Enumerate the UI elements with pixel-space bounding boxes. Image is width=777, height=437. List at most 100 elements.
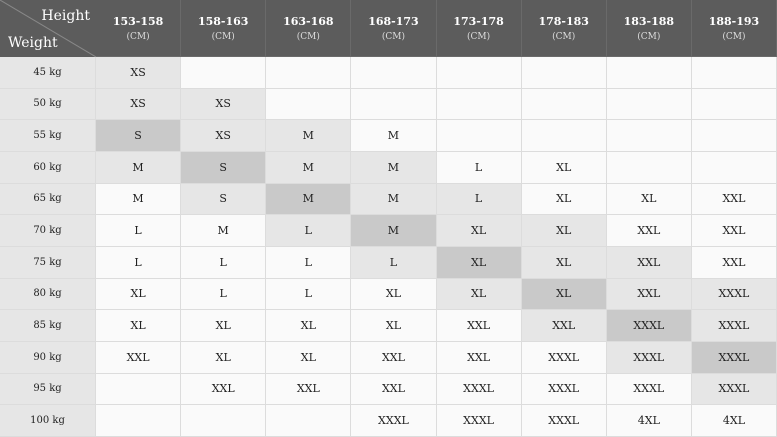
size-cell: XXL	[606, 215, 692, 247]
size-cell: XL	[521, 152, 607, 184]
size-cell: XXL	[606, 278, 692, 311]
size-cell: XS	[181, 120, 267, 152]
column-header: 178-183 (CM)	[521, 0, 607, 57]
weight-cell: 55 kg	[0, 120, 96, 152]
size-cell	[606, 152, 692, 184]
size-cell: XL	[521, 183, 607, 216]
weight-cell: 70 kg	[0, 215, 96, 247]
size-cell: XXL	[266, 373, 352, 406]
size-cell	[606, 120, 692, 152]
size-cell: XL	[521, 215, 607, 247]
height-range: 163-168	[283, 14, 334, 28]
size-cell	[521, 57, 607, 89]
height-range: 168-173	[368, 14, 419, 28]
size-cell: M	[181, 215, 267, 247]
column-header: 168-173 (CM)	[351, 0, 437, 57]
size-cell: L	[436, 183, 522, 216]
size-cell: L	[181, 247, 267, 279]
size-cell	[606, 88, 692, 121]
weight-cell: 100 kg	[0, 405, 96, 437]
size-cell: XXXL	[436, 373, 522, 406]
height-range: 173-178	[453, 14, 504, 28]
size-cell: XL	[521, 247, 607, 279]
size-cell: XL	[266, 310, 352, 342]
size-cell: 4XL	[606, 405, 692, 437]
height-range: 188-193	[708, 14, 760, 28]
size-cell: M	[96, 152, 182, 184]
size-cell: XXL	[351, 373, 437, 406]
size-cell	[691, 88, 777, 121]
size-cell: L	[266, 247, 352, 279]
size-cell: M	[351, 120, 437, 152]
height-range: 158-163	[197, 14, 249, 28]
size-cell: L	[351, 247, 437, 279]
height-label: Height	[41, 8, 90, 24]
size-cell: XXXL	[606, 342, 692, 374]
size-cell: XS	[96, 57, 182, 89]
size-cell: 4XL	[691, 405, 777, 437]
size-cell: XXXL	[521, 373, 607, 406]
size-cell	[266, 88, 352, 121]
size-cell: XXXL	[606, 310, 692, 342]
size-cell: M	[351, 215, 437, 247]
size-cell	[606, 57, 692, 89]
unit: (CM)	[296, 31, 320, 42]
size-cell	[96, 405, 182, 437]
size-cell: S	[181, 183, 267, 216]
size-cell: XXXL	[691, 310, 777, 342]
size-cell: XS	[181, 88, 267, 121]
size-cell: XXL	[181, 373, 267, 406]
weight-cell: 80 kg	[0, 278, 96, 311]
size-cell	[181, 405, 267, 437]
weight-cell: 50 kg	[0, 88, 96, 121]
size-cell	[436, 88, 522, 121]
size-cell: XL	[606, 183, 692, 216]
column-header: 173-178 (CM)	[436, 0, 522, 57]
size-cell: M	[266, 183, 352, 216]
size-cell: L	[96, 215, 182, 247]
size-cell: XXL	[436, 310, 522, 342]
size-cell	[691, 57, 777, 89]
weight-cell: 60 kg	[0, 152, 96, 184]
size-cell: XL	[436, 278, 522, 311]
size-cell: M	[351, 152, 437, 184]
size-cell: XXXL	[691, 373, 777, 406]
size-cell: XL	[181, 310, 267, 342]
weight-cell: 95 kg	[0, 373, 96, 406]
unit: (CM)	[467, 31, 491, 42]
column-header: 163-168 (CM)	[266, 0, 352, 57]
corner-cell: Height Weight	[0, 0, 96, 57]
weight-cell: 75 kg	[0, 247, 96, 279]
size-cell	[436, 57, 522, 89]
size-cell: XXL	[606, 247, 692, 279]
size-cell	[96, 373, 182, 406]
size-cell	[691, 152, 777, 184]
size-cell: XL	[351, 278, 437, 311]
height-range: 153-158	[112, 14, 164, 28]
size-cell	[351, 57, 437, 89]
unit: (CM)	[722, 31, 746, 42]
size-cell: XL	[436, 215, 522, 247]
unit: (CM)	[211, 31, 235, 42]
weight-cell: 85 kg	[0, 310, 96, 342]
size-cell: XXL	[691, 215, 777, 247]
size-cell: XXL	[691, 247, 777, 279]
size-cell: L	[266, 278, 352, 311]
size-cell: XXL	[691, 183, 777, 216]
weight-cell: 45 kg	[0, 57, 96, 89]
size-cell: L	[181, 278, 267, 311]
size-cell: XL	[521, 278, 607, 311]
size-cell: S	[96, 120, 182, 152]
unit: (CM)	[552, 31, 576, 42]
size-cell: XXXL	[691, 278, 777, 311]
size-cell: L	[436, 152, 522, 184]
size-cell: XL	[181, 342, 267, 374]
size-cell	[266, 405, 352, 437]
size-cell: XL	[436, 247, 522, 279]
column-header: 183-188 (CM)	[606, 0, 692, 57]
weight-label: Weight	[8, 35, 58, 51]
size-cell: M	[351, 183, 437, 216]
weight-cell: 65 kg	[0, 183, 96, 216]
size-cell	[266, 57, 352, 89]
